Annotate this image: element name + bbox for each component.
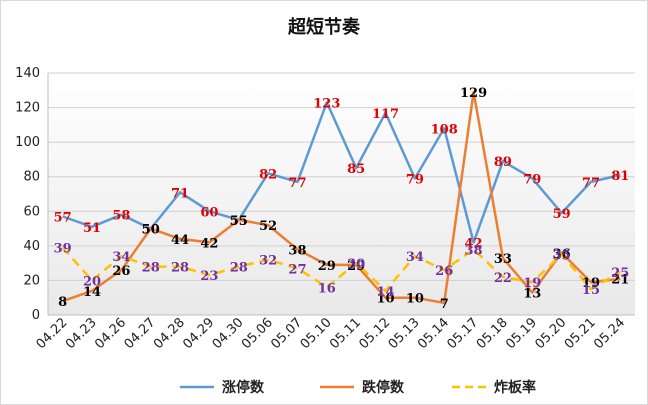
- x-tick-label: 04.30: [210, 315, 247, 352]
- x-tick-label: 04.28: [151, 315, 188, 352]
- data-label-series-3: 34: [406, 250, 424, 265]
- data-label-series-2: 10: [406, 292, 424, 307]
- data-label-series-2: 21: [611, 273, 629, 288]
- x-tick-label: 05.12: [356, 315, 393, 352]
- x-tick-label: 04.27: [122, 315, 159, 352]
- x-tick-label: 05.10: [298, 315, 335, 352]
- data-label-series-2: 33: [494, 252, 512, 267]
- data-label-series-1: 85: [347, 162, 365, 177]
- data-label-series-3: 28: [142, 261, 160, 276]
- data-label-series-3: 27: [288, 262, 306, 277]
- chart-title: 超短节奏: [288, 16, 361, 38]
- data-label-series-1: 81: [611, 169, 629, 184]
- data-label-series-1: 123: [313, 96, 340, 111]
- x-tick-label: 04.23: [63, 315, 100, 352]
- data-label-series-1: 58: [112, 209, 130, 224]
- series-line-2: [62, 90, 621, 305]
- data-label-series-1: 42: [465, 236, 483, 251]
- data-label-series-3: 32: [259, 254, 277, 269]
- data-label-series-1: 108: [431, 122, 458, 137]
- data-label-series-3: 34: [112, 250, 130, 265]
- legend-label-1: 涨停数: [222, 379, 265, 396]
- y-tick-label: 120: [15, 101, 40, 116]
- data-label-series-2: 14: [83, 285, 101, 300]
- x-tick-label: 05.13: [386, 315, 423, 352]
- data-label-series-3: 35: [553, 249, 571, 264]
- data-label-series-1: 117: [372, 107, 399, 122]
- data-label-series-1: 50: [142, 223, 160, 238]
- data-label-series-3: 28: [230, 261, 248, 276]
- legend-label-3: 炸板率: [494, 379, 536, 396]
- data-label-series-3: 20: [83, 274, 101, 289]
- data-label-series-1: 71: [171, 186, 189, 201]
- x-tick-label: 05.06: [239, 315, 276, 352]
- data-label-series-2: 36: [553, 247, 571, 262]
- data-label-series-1: 79: [523, 172, 541, 187]
- data-label-series-3: 23: [200, 269, 218, 284]
- data-label-series-3: 25: [611, 266, 629, 281]
- data-label-series-1: 79: [406, 172, 424, 187]
- data-label-series-2: 8: [58, 295, 67, 310]
- data-label-series-3: 28: [171, 261, 189, 276]
- y-tick-label: 140: [15, 66, 40, 81]
- data-label-series-1: 77: [582, 176, 600, 191]
- data-label-series-3: 16: [318, 281, 336, 296]
- data-label-series-2: 129: [460, 86, 487, 101]
- y-tick-label: 60: [23, 204, 40, 219]
- x-tick-label: 05.21: [562, 315, 599, 352]
- y-tick-label: 80: [23, 170, 40, 185]
- data-label-series-1: 57: [54, 210, 72, 225]
- data-label-series-3: 26: [435, 264, 453, 279]
- data-label-series-2: 29: [318, 259, 336, 274]
- data-label-series-2: 55: [230, 214, 248, 229]
- legend-label-2: 跌停数: [362, 379, 405, 396]
- data-label-series-3: 19: [523, 276, 541, 291]
- x-tick-label: 05.07: [268, 315, 305, 352]
- data-label-series-2: 19: [582, 276, 600, 291]
- data-label-series-3: 22: [494, 271, 512, 286]
- x-tick-label: 05.19: [503, 315, 540, 352]
- x-tick-label: 05.14: [415, 315, 452, 352]
- data-label-series-1: 60: [200, 205, 218, 220]
- y-tick-label: 20: [23, 273, 40, 288]
- series-line-3: [61, 246, 621, 293]
- data-label-series-3: 15: [582, 283, 600, 298]
- x-tick-label: 04.26: [92, 315, 129, 352]
- x-tick-label: 05.11: [327, 315, 364, 352]
- series-line-1: [62, 101, 621, 244]
- data-label-series-2: 42: [200, 236, 218, 251]
- data-label-series-1: 82: [259, 167, 277, 182]
- data-label-series-2: 38: [288, 243, 306, 258]
- data-label-series-3: 30: [347, 257, 365, 272]
- data-label-series-3: 14: [376, 285, 394, 300]
- data-label-series-2: 52: [259, 219, 277, 234]
- y-tick-label: 100: [15, 135, 40, 150]
- data-label-series-2: 44: [171, 233, 189, 248]
- y-tick-label: 40: [23, 239, 40, 254]
- x-tick-label: 05.20: [533, 315, 570, 352]
- data-label-series-1: 59: [553, 207, 571, 222]
- x-tick-label: 05.17: [444, 315, 481, 352]
- data-label-series-1: 89: [494, 155, 512, 170]
- data-label-series-2: 13: [523, 287, 541, 302]
- data-label-series-1: 51: [83, 221, 101, 236]
- data-label-series-2: 29: [347, 259, 365, 274]
- x-tick-label: 04.29: [180, 315, 217, 352]
- data-label-series-3: 38: [465, 243, 483, 258]
- y-tick-label: 0: [32, 308, 40, 323]
- x-tick-label: 05.18: [474, 315, 511, 352]
- data-label-series-2: 26: [112, 264, 130, 279]
- data-label-series-1: 55: [230, 214, 248, 229]
- data-label-series-2: 7: [440, 297, 449, 312]
- data-label-series-2: 10: [376, 292, 394, 307]
- data-label-series-1: 77: [288, 176, 306, 191]
- data-label-series-2: 50: [142, 223, 160, 238]
- x-tick-label: 05.24: [591, 315, 628, 352]
- data-label-series-3: 39: [54, 242, 72, 257]
